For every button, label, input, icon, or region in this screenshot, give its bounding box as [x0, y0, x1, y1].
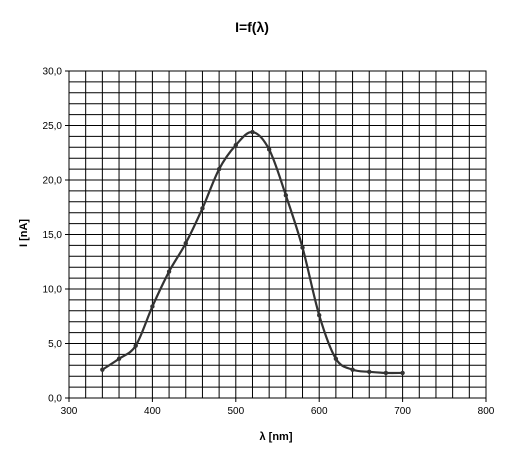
data-point: [166, 269, 172, 274]
x-axis-title: λ [nm]: [260, 431, 293, 443]
data-point: [200, 206, 205, 211]
data-point: [400, 370, 405, 376]
data-point: [183, 241, 188, 246]
data-point: [133, 343, 138, 348]
data-point: [100, 367, 105, 372]
data-point: [233, 142, 238, 148]
data-point: [383, 370, 389, 376]
y-axis-title: I [nA]: [18, 219, 30, 247]
x-axis: 300 400 500 600 700 800: [61, 398, 495, 417]
y-tick-label: 25,0: [43, 121, 63, 132]
y-tick-label: 20,0: [43, 176, 63, 187]
data-point: [367, 369, 372, 375]
data-point: [317, 312, 322, 318]
x-tick-label: 300: [61, 406, 78, 417]
x-tick-label: 400: [144, 406, 161, 417]
data-point: [116, 356, 122, 361]
y-tick-label: 5,0: [48, 339, 62, 350]
x-tick-label: 500: [227, 406, 244, 417]
x-tick-label: 700: [394, 406, 411, 417]
series-group: [100, 129, 405, 376]
data-point: [216, 166, 222, 172]
y-axis: 0,0 5,0 10,0 15,0 20,0 25,0 30,0: [43, 67, 69, 405]
y-tick-label: 10,0: [43, 285, 63, 296]
data-point: [350, 367, 355, 372]
data-point: [300, 245, 305, 250]
y-tick-label: 0,0: [48, 394, 62, 405]
data-point: [283, 193, 289, 198]
data-point: [266, 147, 272, 152]
y-tick-label: 15,0: [43, 230, 63, 241]
y-tick-label: 30,0: [43, 67, 63, 78]
x-tick-label: 800: [478, 406, 495, 417]
chart-title: I=f(λ): [235, 19, 269, 35]
data-point: [333, 356, 339, 361]
data-point: [150, 304, 155, 309]
data-point: [250, 129, 255, 135]
grid: [68, 70, 487, 399]
x-tick-label: 600: [311, 406, 328, 417]
